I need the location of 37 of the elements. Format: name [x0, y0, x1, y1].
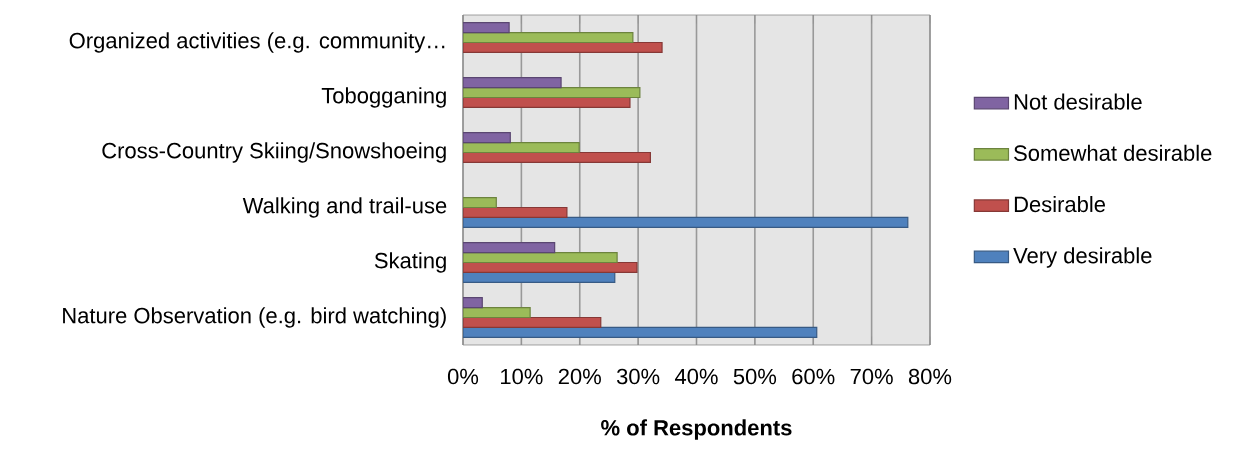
- x-tick-label: 20%: [558, 368, 601, 385]
- y-tick-label: Tobogganing: [321, 87, 446, 108]
- bar: [463, 216, 909, 228]
- bar: [463, 261, 638, 273]
- y-tick-label: Nature Observation (e.g. bird watching): [63, 307, 446, 328]
- x-tick-label: 40%: [674, 368, 718, 385]
- bar: [463, 271, 616, 283]
- bar: [463, 251, 618, 264]
- bar: [463, 151, 651, 163]
- y-tick-label: Organized activities (e.g. community…: [69, 32, 445, 53]
- x-tick-label: 50%: [733, 368, 777, 385]
- legend-label: Desirable: [1014, 196, 1106, 213]
- bar: [463, 316, 602, 328]
- y-tick-label: Cross-Country Skiing/Snowshoeing: [102, 142, 446, 163]
- bar: [463, 326, 818, 338]
- bar: [463, 297, 483, 309]
- x-tick-label: 80%: [908, 368, 952, 385]
- x-tick-label: 0%: [447, 368, 479, 385]
- bar: [463, 142, 580, 154]
- x-axis-title: % of Respondents: [601, 419, 792, 440]
- y-tick-label: Skating: [374, 252, 446, 273]
- bar: [463, 77, 562, 89]
- bar: [463, 32, 634, 44]
- y-tick-label: Walking and trail-use: [242, 197, 447, 218]
- x-tick-label: 60%: [792, 368, 835, 385]
- bar: [463, 41, 663, 53]
- x-tick-label: 70%: [850, 368, 893, 385]
- x-tick-label: 30%: [616, 368, 660, 385]
- bar: [463, 22, 510, 34]
- legend-label: Somewhat desirable: [1014, 144, 1212, 161]
- legend-label: Not desirable: [1014, 93, 1142, 110]
- bar: [463, 132, 511, 144]
- x-tick-label: 10%: [501, 368, 543, 385]
- bar: [463, 96, 631, 108]
- bar: [463, 242, 556, 254]
- legend-label: Very desirable: [1013, 247, 1152, 268]
- bar: [463, 87, 641, 99]
